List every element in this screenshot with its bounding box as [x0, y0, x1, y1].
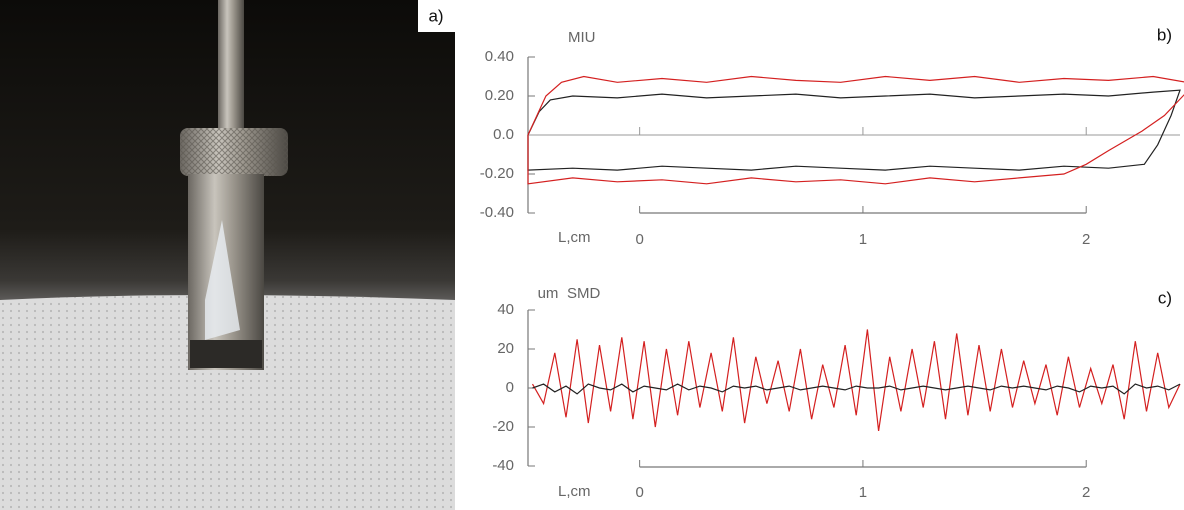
data-line: [532, 383, 1181, 395]
x-axis-label: L,cm: [558, 483, 591, 500]
y-tick-label: 40: [497, 301, 514, 318]
data-line: [531, 329, 1181, 431]
y-tick-label: -20: [492, 418, 514, 435]
y-tick-label: -0.40: [480, 204, 514, 221]
x-tick-label: 2: [1082, 484, 1090, 501]
y-axis-label: um: [538, 285, 559, 302]
panel-label: b): [1157, 25, 1172, 44]
x-tick-label: 0: [635, 231, 643, 248]
chart-title: MIU: [568, 29, 596, 46]
x-tick-label: 0: [635, 484, 643, 501]
data-line: [527, 75, 1184, 185]
chart-title: SMD: [567, 285, 601, 302]
x-axis-label: L,cm: [558, 229, 591, 246]
panel-label: c): [1158, 288, 1172, 307]
x-tick-label: 1: [859, 231, 867, 248]
x-tick-label: 1: [859, 484, 867, 501]
y-tick-label: 0: [506, 379, 514, 396]
y-tick-label: -0.20: [480, 165, 514, 182]
y-tick-label: 20: [497, 340, 514, 357]
y-tick-label: 0.40: [485, 48, 514, 65]
y-tick-label: -40: [492, 457, 514, 474]
y-tick-label: 0.20: [485, 87, 514, 104]
photo: a): [0, 0, 455, 510]
x-tick-label: 2: [1082, 231, 1090, 248]
data-line: [527, 89, 1181, 171]
y-tick-label: 0.0: [493, 126, 514, 143]
panel-label: a): [428, 6, 443, 25]
